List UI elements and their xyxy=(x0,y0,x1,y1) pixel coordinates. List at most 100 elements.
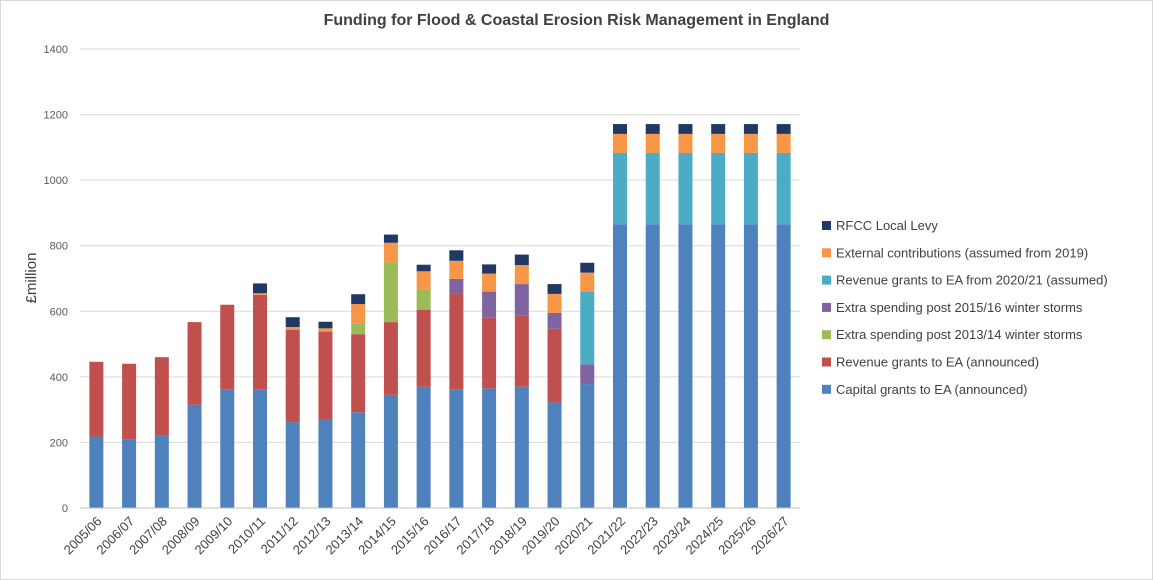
bar-segment xyxy=(743,133,758,153)
bar-stack xyxy=(253,283,267,508)
y-tick-label: 800 xyxy=(50,241,68,253)
legend-label: Extra spending post 2013/14 winter storm… xyxy=(836,327,1083,342)
bar-segment xyxy=(253,294,267,390)
legend-swatch xyxy=(822,221,831,230)
bar-segment xyxy=(253,293,267,295)
legend-label: RFCC Local Levy xyxy=(836,218,938,233)
legend-item: Capital grants to EA (announced) xyxy=(822,382,1028,397)
legend-label: Revenue grants to EA (announced) xyxy=(836,355,1039,370)
bar-segment xyxy=(514,386,529,508)
bar-stack xyxy=(743,124,758,508)
bar-segment xyxy=(220,389,235,508)
legend-label: External contributions (assumed from 201… xyxy=(836,245,1088,260)
legend-swatch xyxy=(822,248,831,258)
bar-segment xyxy=(580,272,595,292)
bar-segment xyxy=(711,152,726,225)
bars xyxy=(89,124,791,508)
bar-segment xyxy=(383,394,398,508)
bar-segment xyxy=(482,317,497,389)
bar-segment xyxy=(743,152,758,225)
bar-segment xyxy=(122,363,137,440)
bar-segment xyxy=(253,389,267,508)
bar-segment xyxy=(253,283,267,294)
bar-segment xyxy=(122,439,137,508)
legend-swatch xyxy=(822,275,831,285)
bar-stack xyxy=(547,284,562,508)
y-tick-label: 600 xyxy=(50,306,68,318)
bar-segment xyxy=(547,293,562,313)
bar-stack xyxy=(482,264,497,508)
legend-swatch xyxy=(822,302,831,312)
bar-stack xyxy=(580,262,595,508)
bar-segment xyxy=(482,264,497,274)
bar-stack xyxy=(89,361,104,508)
bar-segment xyxy=(645,124,660,134)
bar-stack xyxy=(776,124,791,508)
bar-segment xyxy=(743,224,758,508)
bar-segment xyxy=(776,224,791,508)
legend: RFCC Local Levy External contributions (a… xyxy=(822,218,1108,397)
legend-label: Extra spending post 2015/16 winter storm… xyxy=(836,300,1083,315)
bar-segment xyxy=(613,152,627,225)
bar-segment xyxy=(580,262,595,273)
legend-swatch xyxy=(822,384,831,394)
bar-segment xyxy=(678,133,693,153)
bar-segment xyxy=(318,328,333,332)
bar-stack xyxy=(711,124,726,508)
bar-segment xyxy=(711,224,726,508)
bar-segment xyxy=(514,284,529,316)
bar-segment xyxy=(514,265,529,285)
bar-segment xyxy=(645,224,660,508)
bar-segment xyxy=(285,422,300,508)
bar-segment xyxy=(187,404,202,508)
legend-item: External contributions (assumed from 201… xyxy=(822,245,1088,260)
legend-item: RFCC Local Levy xyxy=(822,218,938,233)
bar-segment xyxy=(482,388,497,508)
bar-stack xyxy=(318,321,333,508)
legend-label: Capital grants to EA (announced) xyxy=(836,382,1028,397)
bar-segment xyxy=(482,273,497,292)
bar-segment xyxy=(220,304,235,390)
bar-segment xyxy=(645,152,660,225)
bar-segment xyxy=(89,361,104,437)
bar-stack xyxy=(449,250,464,508)
bar-stack xyxy=(220,304,235,508)
bar-segment xyxy=(449,260,464,279)
bar-segment xyxy=(416,264,431,272)
x-axis-ticks: 2005/062006/072007/082008/092009/102010/… xyxy=(61,514,792,558)
legend-swatch xyxy=(822,357,831,367)
bar-segment xyxy=(351,323,366,335)
legend-item: Extra spending post 2013/14 winter storm… xyxy=(822,327,1083,342)
y-tick-label: 1000 xyxy=(44,175,68,187)
bar-segment xyxy=(351,334,366,413)
bar-segment xyxy=(383,262,398,323)
bar-segment xyxy=(187,322,202,405)
y-tick-label: 0 xyxy=(62,503,68,515)
bar-stack xyxy=(613,124,627,508)
bar-segment xyxy=(613,124,627,134)
bar-stack xyxy=(514,254,529,508)
bar-stack xyxy=(383,234,398,508)
bar-segment xyxy=(776,133,791,153)
y-tick-label: 400 xyxy=(50,372,68,384)
bar-segment xyxy=(351,304,366,324)
bar-segment xyxy=(449,278,464,294)
bar-segment xyxy=(776,124,791,134)
bar-segment xyxy=(580,384,595,508)
bar-segment xyxy=(351,412,366,508)
bar-segment xyxy=(416,271,431,290)
legend-item: Extra spending post 2015/16 winter storm… xyxy=(822,300,1083,315)
bar-segment xyxy=(645,133,660,153)
bar-segment xyxy=(285,329,300,423)
bar-segment xyxy=(514,254,529,266)
bar-segment xyxy=(776,152,791,225)
bar-segment xyxy=(383,322,398,395)
bar-segment xyxy=(547,328,562,403)
bar-segment xyxy=(383,242,398,263)
y-tick-label: 200 xyxy=(50,437,68,449)
bar-segment xyxy=(678,224,693,508)
bar-segment xyxy=(351,294,366,305)
y-axis-ticks: 0 200 400 600 800 1000 1200 1400 xyxy=(44,44,68,515)
bar-stack xyxy=(154,357,169,508)
